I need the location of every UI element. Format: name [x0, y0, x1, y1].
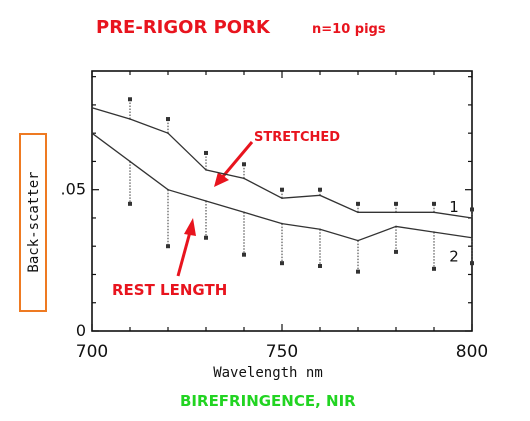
- series-line: [91, 107, 473, 219]
- error-cap: [204, 150, 208, 155]
- axis-tick-labels: 700 750 800 0 .05: [61, 180, 489, 362]
- data-point: [281, 222, 283, 225]
- error-cap: [128, 97, 132, 102]
- data-point: [281, 197, 283, 199]
- error-cap: [242, 252, 246, 257]
- data-point: [91, 132, 93, 134]
- series-label: 2: [449, 248, 459, 266]
- data-point: [471, 236, 473, 239]
- data-point: [243, 211, 245, 214]
- y-tick-label: .05: [61, 180, 86, 199]
- data-point: [319, 194, 321, 197]
- data-point: [129, 118, 131, 120]
- annotation-title-note: n=10 pigs: [312, 22, 386, 37]
- ylabel-highlight-box: [19, 133, 47, 312]
- error-cap: [356, 269, 360, 274]
- error-cap: [356, 201, 360, 206]
- data-point: [91, 106, 93, 109]
- data-point: [167, 132, 169, 134]
- annotation-title: PRE-RIGOR PORK: [96, 17, 271, 38]
- axis-ticks: [91, 71, 473, 332]
- y-axis-label: Back-scatter: [26, 171, 42, 272]
- data-point: [395, 211, 397, 214]
- data-point: [205, 200, 207, 202]
- error-cap: [432, 266, 436, 271]
- error-cap: [166, 117, 170, 122]
- x-tick-label: 800: [456, 342, 488, 362]
- error-cap: [318, 187, 322, 192]
- error-cap: [470, 261, 474, 266]
- annotation-rest-arrow: [176, 218, 196, 277]
- data-point: [205, 169, 207, 171]
- data-point: [357, 211, 359, 214]
- error-cap: [280, 261, 284, 266]
- error-cap: [470, 207, 474, 212]
- error-cap: [432, 201, 436, 206]
- error-cap: [204, 235, 208, 240]
- error-cap: [318, 264, 322, 268]
- data-point: [243, 177, 245, 180]
- annotation-rest-length: REST LENGTH: [112, 281, 227, 299]
- error-cap: [128, 201, 132, 206]
- data-point: [129, 160, 131, 163]
- data-point: [167, 188, 169, 191]
- series-2: 2: [91, 132, 474, 274]
- error-cap: [394, 249, 398, 254]
- series-1: 1: [91, 97, 474, 219]
- data-point: [471, 217, 473, 219]
- series-layer: 12: [91, 97, 474, 274]
- x-tick-label: 700: [76, 342, 108, 362]
- x-tick-label: 750: [266, 342, 298, 362]
- error-cap: [280, 187, 284, 192]
- error-cap: [242, 162, 246, 167]
- data-point: [395, 225, 397, 228]
- error-cap: [394, 201, 398, 206]
- data-point: [357, 239, 359, 242]
- x-axis-label: Wavelength nm: [213, 365, 323, 381]
- data-point: [319, 228, 321, 231]
- data-point: [433, 231, 435, 233]
- data-point: [433, 211, 435, 214]
- annotation-footer: BIREFRINGENCE, NIR: [180, 392, 356, 410]
- annotation-stretched: STRETCHED: [254, 130, 340, 145]
- series-label: 1: [449, 198, 459, 216]
- y-tick-label: 0: [76, 321, 86, 340]
- error-cap: [166, 244, 170, 249]
